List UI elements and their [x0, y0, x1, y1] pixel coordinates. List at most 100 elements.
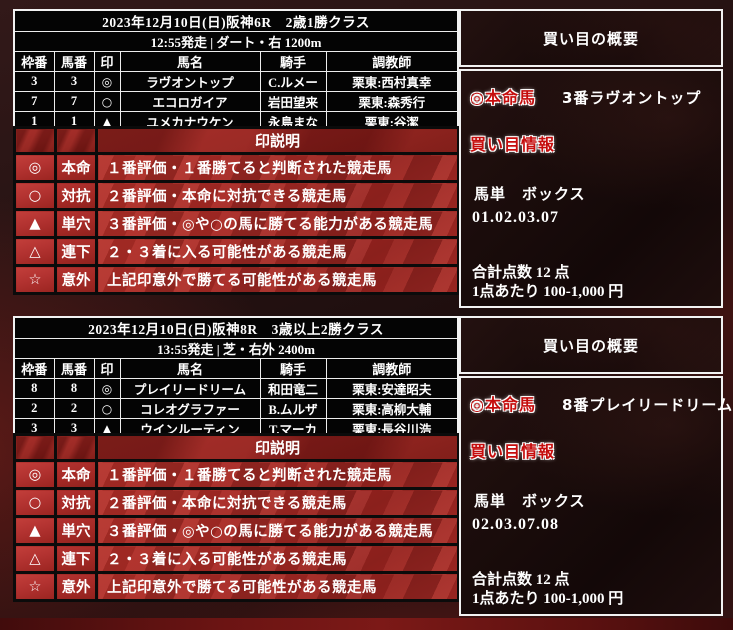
col-header-uma: 馬番	[53, 51, 95, 72]
bet-details-panel: ◎本命馬 3番ラヴオントップ 買い目情報 馬単 ボックス 01.02.03.07…	[459, 69, 723, 308]
mark-legend-table: 印説明 ◎ 本命 １番評価・１番勝てると判断された競走馬 ○ 対抗 ２番評価・本…	[13, 433, 460, 602]
legend-row: ☆ 意外 上記印意外で勝てる可能性がある競走馬	[13, 264, 460, 295]
legend-name: 単穴	[54, 208, 98, 239]
horse-row: 2 2 ○ コレオグラファー B.ムルザ 栗東:高柳大輔	[13, 398, 459, 419]
jockey-cell: 岩田望来	[259, 91, 327, 112]
trainer-cell: 栗東:森秀行	[325, 91, 459, 112]
mark-cell: ◎	[93, 71, 121, 92]
legend-row: ○ 対抗 ２番評価・本命に対抗できる競走馬	[13, 487, 460, 518]
bet-overview-title: 買い目の概要	[542, 31, 639, 48]
race-table-header: 枠番 馬番 印 馬名 騎手 調教師	[13, 358, 459, 379]
col-header-trainer: 調教師	[325, 51, 459, 72]
horse-name-cell: エコロガイア	[119, 91, 261, 112]
jockey-cell: B.ムルザ	[259, 398, 327, 419]
bet-numbers: 02.03.07.08	[472, 516, 559, 533]
legend-row: ☆ 意外 上記印意外で勝てる可能性がある競走馬	[13, 571, 460, 602]
col-header-mark: 印	[93, 358, 121, 379]
mark-cell: ◎	[93, 378, 121, 399]
legend-header-empty	[13, 126, 57, 155]
race-subtitle: 13:55発走 | 芝・右外 2400m	[13, 338, 459, 359]
bet-type: 馬単 ボックス	[474, 494, 586, 510]
legend-desc: ２・３着に入る可能性がある競走馬	[95, 236, 460, 267]
legend-header-row: 印説明	[13, 433, 460, 462]
legend-row: △ 連下 ２・３着に入る可能性がある競走馬	[13, 236, 460, 267]
jockey-cell: C.ルメー	[259, 71, 327, 92]
race-title: 2023年12月10日(日)阪神6R 2歳1勝クラス	[13, 9, 459, 32]
bet-info-label: 買い目情報	[470, 442, 556, 461]
legend-mark: △	[13, 543, 57, 574]
legend-header-empty	[54, 433, 98, 462]
legend-row: ○ 対抗 ２番評価・本命に対抗できる競走馬	[13, 180, 460, 211]
legend-desc: 上記印意外で勝てる可能性がある競走馬	[95, 571, 460, 602]
legend-row: ▲ 単穴 ３番評価・◎や○の馬に勝てる能力がある競走馬	[13, 515, 460, 546]
uma-cell: 2	[53, 398, 95, 419]
legend-desc: ２番評価・本命に対抗できる競走馬	[95, 487, 460, 518]
uma-cell: 3	[53, 71, 95, 92]
legend-desc: ２・３着に入る可能性がある競走馬	[95, 543, 460, 574]
legend-name: 連下	[54, 236, 98, 267]
col-header-trainer: 調教師	[325, 358, 459, 379]
legend-mark: ▲	[13, 208, 57, 239]
legend-mark: ▲	[13, 515, 57, 546]
mark-cell: ○	[93, 398, 121, 419]
col-header-mark: 印	[93, 51, 121, 72]
legend-mark: ☆	[13, 571, 57, 602]
race-title: 2023年12月10日(日)阪神8R 3歳以上2勝クラス	[13, 316, 459, 339]
legend-header-empty	[13, 433, 57, 462]
horse-name-cell: ラヴオントップ	[119, 71, 261, 92]
legend-name: 連下	[54, 543, 98, 574]
legend-row: ◎ 本命 １番評価・１番勝てると判断された競走馬	[13, 152, 460, 183]
favorite-value: 3番ラヴオントップ	[561, 89, 702, 107]
legend-name: 意外	[54, 571, 98, 602]
bet-info-label: 買い目情報	[470, 135, 556, 154]
legend-mark: ◎	[13, 152, 57, 183]
legend-header-title: 印説明	[95, 126, 460, 155]
legend-name: 単穴	[54, 515, 98, 546]
legend-mark: ☆	[13, 264, 57, 295]
legend-mark: ○	[13, 180, 57, 211]
legend-desc: 上記印意外で勝てる可能性がある競走馬	[95, 264, 460, 295]
legend-desc: ３番評価・◎や○の馬に勝てる能力がある競走馬	[95, 515, 460, 546]
horse-row: 8 8 ◎ プレイリードリーム 和田竜二 栗東:安達昭夫	[13, 378, 459, 399]
favorite-label: ◎本命馬	[470, 395, 536, 414]
legend-header-title: 印説明	[95, 433, 460, 462]
race-subtitle: 12:55発走 | ダート・右 1200m	[13, 31, 459, 52]
legend-desc: ２番評価・本命に対抗できる競走馬	[95, 180, 460, 211]
legend-row: ▲ 単穴 ３番評価・◎や○の馬に勝てる能力がある競走馬	[13, 208, 460, 239]
bet-details-panel: ◎本命馬 8番プレイリードリーム 買い目情報 馬単 ボックス 02.03.07.…	[459, 376, 732, 616]
legend-header-empty	[54, 126, 98, 155]
legend-name: 対抗	[54, 487, 98, 518]
jockey-cell: 和田竜二	[259, 378, 327, 399]
total-points: 合計点数 12 点	[472, 572, 570, 588]
col-header-uma: 馬番	[53, 358, 95, 379]
race-table-header: 枠番 馬番 印 馬名 騎手 調教師	[13, 51, 459, 72]
waku-cell: 3	[13, 71, 55, 92]
waku-cell: 2	[13, 398, 55, 419]
favorite-value: 8番プレイリードリーム	[561, 396, 733, 414]
legend-desc: １番評価・１番勝てると判断された競走馬	[95, 459, 460, 490]
legend-name: 意外	[54, 264, 98, 295]
favorite-row: ◎本命馬 3番ラヴオントップ	[470, 84, 701, 108]
horse-name-cell: プレイリードリーム	[119, 378, 261, 399]
total-points: 合計点数 12 点	[472, 265, 570, 281]
col-header-jockey: 騎手	[259, 358, 327, 379]
unit-price: 1点あたり 100-1,000 円	[472, 591, 624, 607]
col-header-waku: 枠番	[13, 358, 55, 379]
legend-mark: ○	[13, 487, 57, 518]
mark-cell: ○	[93, 91, 121, 112]
legend-name: 本命	[54, 152, 98, 183]
trainer-cell: 栗東:西村真幸	[325, 71, 459, 92]
uma-cell: 7	[53, 91, 95, 112]
legend-mark: ◎	[13, 459, 57, 490]
bet-overview-header: 買い目の概要	[459, 316, 723, 374]
bet-overview-title: 買い目の概要	[542, 338, 639, 355]
horse-name-cell: コレオグラファー	[119, 398, 261, 419]
legend-row: △ 連下 ２・３着に入る可能性がある競走馬	[13, 543, 460, 574]
col-header-name: 馬名	[119, 358, 261, 379]
bet-numbers: 01.02.03.07	[472, 209, 559, 226]
legend-desc: １番評価・１番勝てると判断された競走馬	[95, 152, 460, 183]
legend-desc: ３番評価・◎や○の馬に勝てる能力がある競走馬	[95, 208, 460, 239]
horse-row: 3 3 ◎ ラヴオントップ C.ルメー 栗東:西村真幸	[13, 71, 459, 92]
legend-header-row: 印説明	[13, 126, 460, 155]
